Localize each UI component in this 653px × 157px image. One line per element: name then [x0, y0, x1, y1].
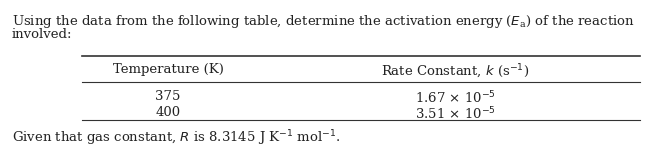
Text: 3.51 $\times$ 10$^{-5}$: 3.51 $\times$ 10$^{-5}$	[415, 106, 496, 123]
Text: Rate Constant, $\mathit{k}$ (s$^{-1}$): Rate Constant, $\mathit{k}$ (s$^{-1}$)	[381, 63, 529, 81]
Text: Given that gas constant, $\mathit{R}$ is 8.3145 J K$^{-1}$ mol$^{-1}$.: Given that gas constant, $\mathit{R}$ is…	[12, 128, 341, 148]
Text: involved:: involved:	[12, 29, 72, 41]
Text: 1.67 $\times$ 10$^{-5}$: 1.67 $\times$ 10$^{-5}$	[415, 90, 496, 107]
Text: 400: 400	[155, 106, 181, 119]
Text: 375: 375	[155, 90, 181, 103]
Text: Using the data from the following table, determine the activation energy ($\math: Using the data from the following table,…	[12, 13, 635, 30]
Text: Temperature (K): Temperature (K)	[112, 63, 223, 76]
